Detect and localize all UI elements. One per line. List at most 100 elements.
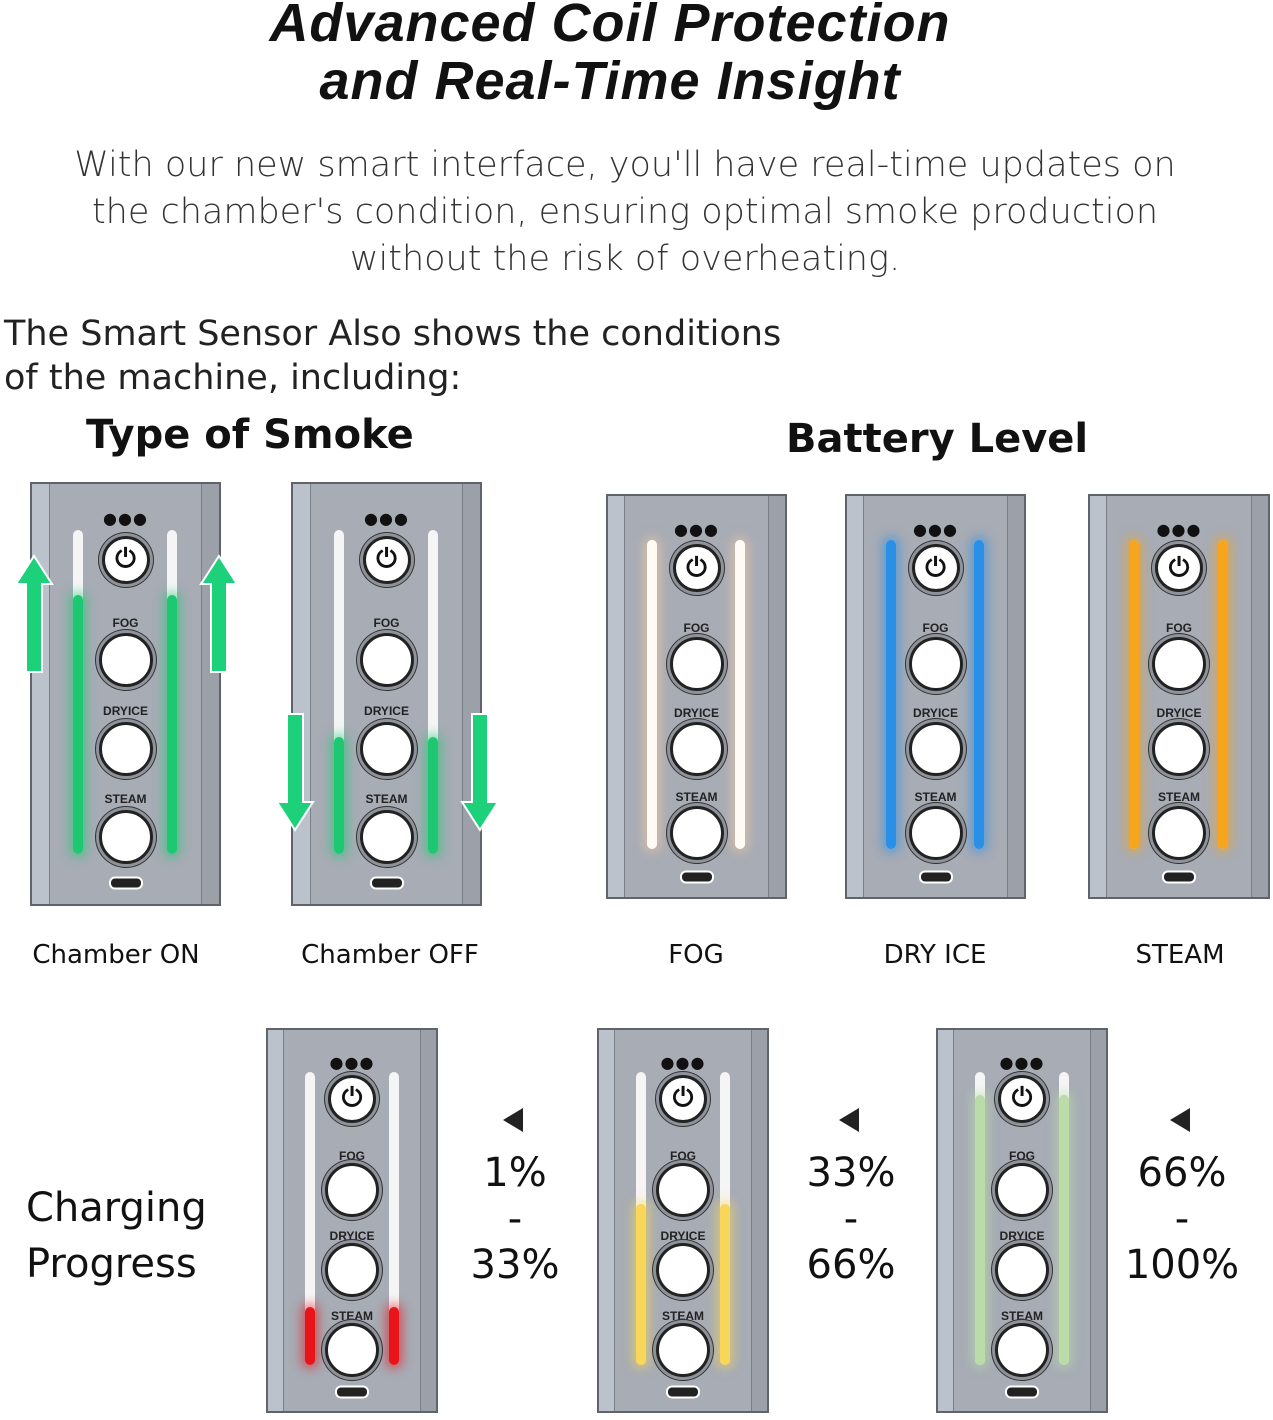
steam-button[interactable] [995,1323,1049,1378]
fog-label: FOG [922,621,949,636]
charge-range: 66% -100% [1124,1150,1240,1288]
level-fill [166,594,177,854]
fog-button[interactable] [98,633,153,688]
dryice-button[interactable] [908,721,963,776]
usb-port [679,870,714,884]
power-button[interactable]: ⏻ [672,544,721,593]
level-fill [635,1203,646,1366]
panel-edge [268,1030,285,1411]
level-track [304,1071,315,1366]
level-fill [427,737,438,854]
level-track [166,530,177,854]
fog-label: FOG [683,621,710,636]
dryice-button[interactable] [656,1243,710,1298]
power-icon: ⏻ [925,552,946,583]
intro-text: With our new smart interface, you'll hav… [74,145,1176,279]
power-button[interactable]: ⏻ [998,1074,1046,1123]
device-panel: ●●● ⏻ FOG DRYICE STEAM [936,1028,1108,1413]
fog-button[interactable] [669,637,724,692]
panel-caption: Chamber ON [32,940,200,970]
fog-button[interactable] [325,1163,379,1218]
steam-label: STEAM [331,1308,373,1323]
fog-label: FOG [339,1148,365,1163]
level-track [885,540,896,849]
level-fill [885,540,896,849]
panel-edge [1250,496,1268,897]
steam-button[interactable] [359,809,414,864]
steam-button[interactable] [98,809,153,864]
triangle-left-icon [839,1108,859,1132]
steam-label: STEAM [104,792,147,806]
triangle-left-icon [503,1108,523,1132]
level-track [735,540,746,849]
panel-caption: STEAM [1135,940,1225,970]
panel-edge [32,484,50,904]
panel-caption: Chamber OFF [301,940,479,970]
steam-button[interactable] [669,805,724,860]
power-icon: ⏻ [1011,1083,1033,1114]
device-panel: ●●● ⏻ FOG DRYICE STEAM [30,482,221,906]
dryice-button[interactable] [98,721,153,776]
device-panel: ●●● ⏻ FOG DRYICE STEAM [266,1028,438,1413]
power-button[interactable]: ⏻ [101,535,150,584]
device-panel: ●●● ⏻ FOG DRYICE STEAM [597,1028,769,1413]
device-panel: ●●● ⏻ FOG DRYICE STEAM [291,482,482,906]
level-track [1129,540,1140,849]
dryice-label: DRYICE [660,1228,706,1243]
power-button[interactable]: ⏻ [1155,544,1203,593]
dryice-label: DRYICE [103,703,148,718]
steam-button[interactable] [325,1323,379,1378]
panel-edge [419,1030,436,1411]
steam-button[interactable] [1152,805,1206,860]
dryice-label: DRYICE [674,705,719,720]
steam-label: STEAM [675,789,718,804]
panel-edge [599,1030,616,1411]
level-track [974,1071,985,1366]
steam-button[interactable] [656,1323,710,1378]
power-icon: ⏻ [1168,552,1190,583]
panel-edge [201,484,219,904]
level-track [635,1071,646,1366]
dryice-label: DRYICE [1156,705,1202,720]
indicator-dots: ●●● [660,1052,706,1072]
charge-range: 1% -33% [470,1150,560,1288]
dryice-button[interactable] [995,1243,1049,1298]
fog-button[interactable] [656,1163,710,1218]
arrow-up-icon [199,554,239,673]
panel-edge [847,496,864,897]
dryice-button[interactable] [359,721,414,776]
device-panel: ●●● ⏻ FOG DRYICE STEAM [606,494,787,899]
fog-button[interactable] [359,633,414,688]
dryice-button[interactable] [1152,721,1206,776]
power-button[interactable]: ⏻ [328,1074,376,1123]
steam-button[interactable] [908,805,963,860]
battery-level-heading: Battery Level [786,416,1089,462]
device-panel: ●●● ⏻ FOG DRYICE STEAM [845,494,1026,899]
panel-edge [1090,496,1108,897]
panel-caption: DRY ICE [883,940,987,970]
power-button[interactable]: ⏻ [659,1074,707,1123]
indicator-dots: ●●● [103,509,148,529]
type-of-smoke-heading: Type of Smoke [86,412,414,458]
dryice-button[interactable] [669,721,724,776]
page-title: Advanced Coil Protection and Real-Time In… [269,0,951,111]
dryice-button[interactable] [325,1243,379,1298]
power-icon: ⏻ [686,552,707,583]
level-track [719,1071,730,1366]
fog-button[interactable] [908,637,963,692]
fog-button[interactable] [1152,637,1206,692]
usb-port [108,876,143,890]
steam-label: STEAM [1001,1308,1043,1323]
level-fill [735,540,746,849]
dryice-label: DRYICE [329,1228,375,1243]
indicator-dots: ●●● [1156,520,1202,540]
fog-label: FOG [1009,1148,1035,1163]
power-button[interactable]: ⏻ [362,535,411,584]
fog-button[interactable] [995,1163,1049,1218]
fog-label: FOG [112,615,139,630]
power-icon: ⏻ [115,544,136,575]
panel-edge [293,484,311,904]
power-button[interactable]: ⏻ [911,544,960,593]
level-track [974,540,985,849]
level-fill [73,594,84,854]
